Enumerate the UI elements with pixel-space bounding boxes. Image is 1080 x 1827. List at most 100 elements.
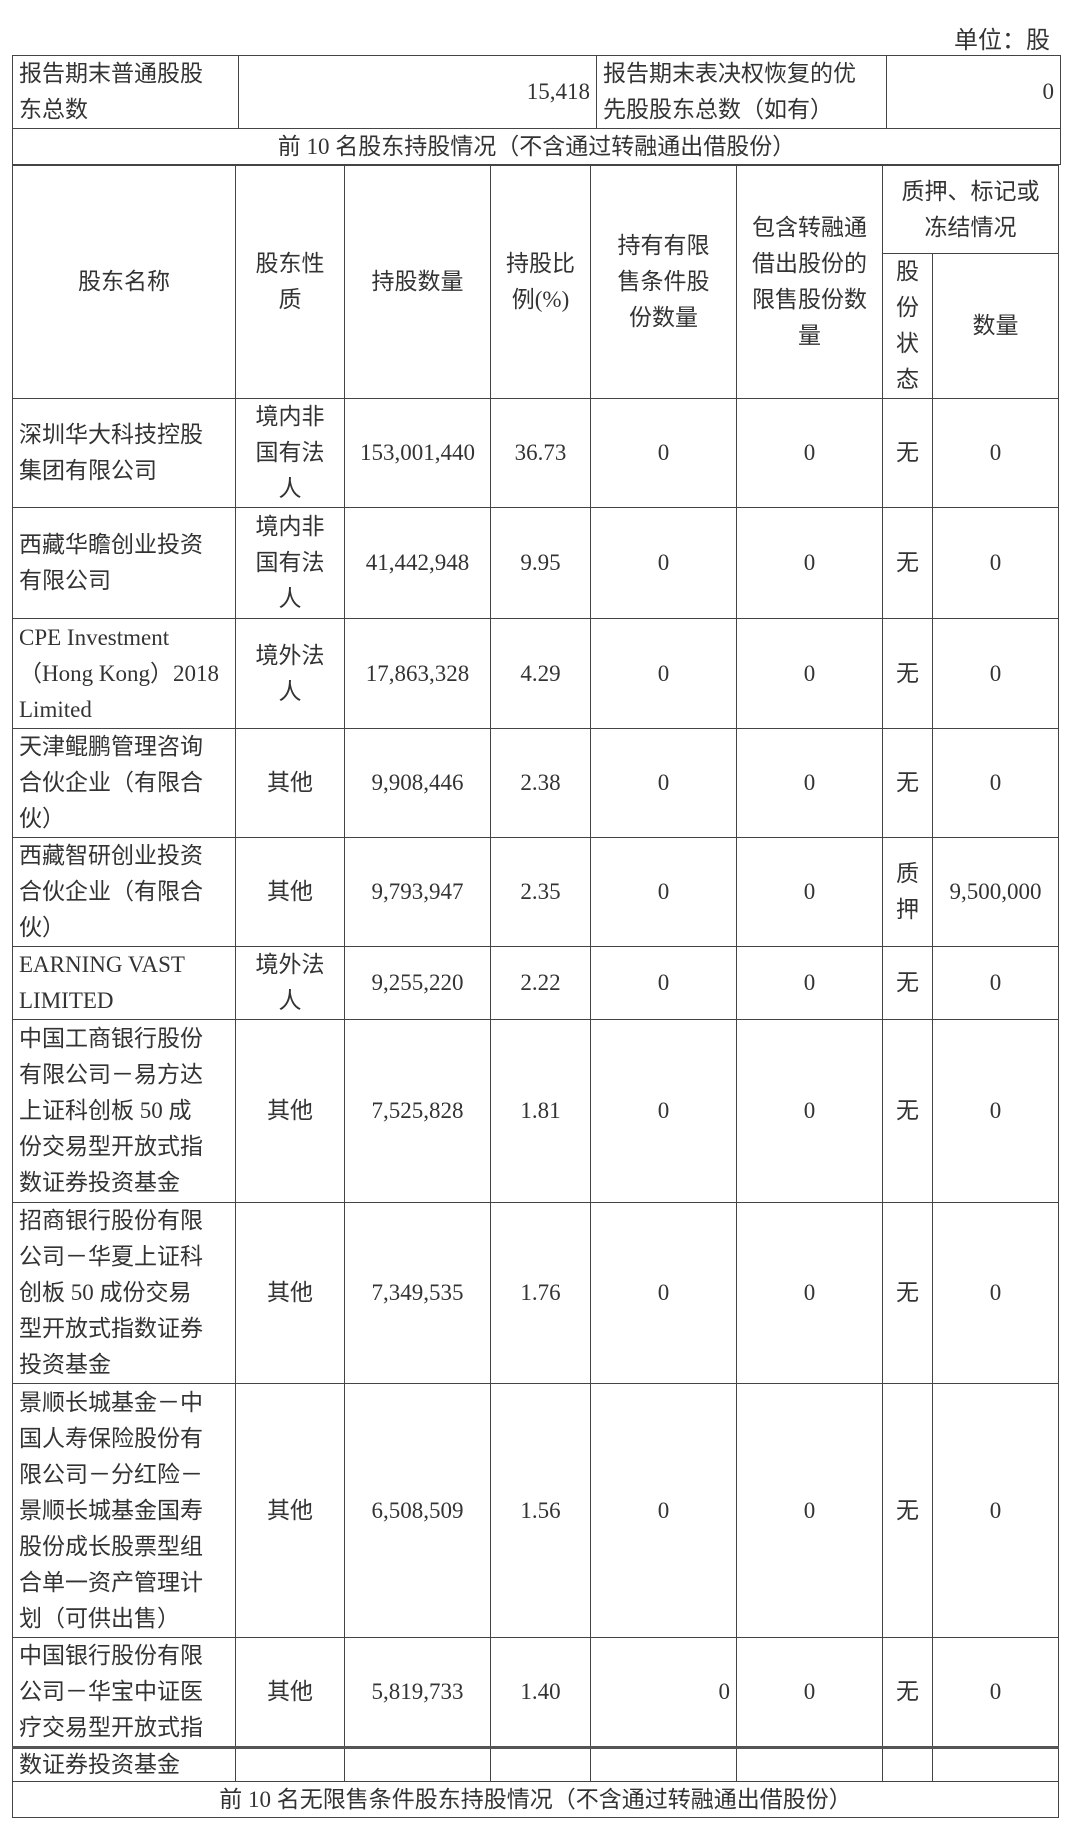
cell-qty: 0 (932, 728, 1059, 838)
cell-status: 无 (882, 1383, 933, 1638)
cell-status: 质 押 (882, 837, 933, 947)
cell-restricted: 0 (590, 1019, 737, 1203)
cell-shares: 6,508,509 (344, 1383, 491, 1638)
cell-status: 无 (882, 618, 933, 729)
cell-restricted: 0 (590, 946, 737, 1020)
cell-shares: 7,525,828 (344, 1019, 491, 1203)
cell-status: 无 (882, 507, 933, 619)
cell-name: 西藏华瞻创业投资 有限公司 (12, 507, 236, 619)
preferred-holders-label: 报告期末表决权恢复的优 先股股东总数（如有） (596, 55, 887, 129)
cell-lent: 0 (736, 946, 883, 1020)
cell-restricted: 0 (590, 1637, 737, 1748)
cell-qty: 0 (932, 618, 1059, 729)
cell-nature: 其他 (235, 1202, 345, 1384)
cell-shares: 9,255,220 (344, 946, 491, 1020)
cell-ratio: 2.22 (490, 946, 591, 1020)
cell-nature: 境外法 人 (235, 946, 345, 1020)
cell-shares: 7,349,535 (344, 1202, 491, 1384)
cell-nature: 境内非 国有法 人 (235, 398, 345, 508)
cell-nature: 境内非 国有法 人 (235, 507, 345, 619)
cell-shares: 5,819,733 (344, 1637, 491, 1748)
cell-nature (235, 1747, 345, 1782)
table-row: 天津鲲鹏管理咨询 合伙企业（有限合 伙） 其他 9,908,446 2.38 0 0 无 0 (12, 728, 1059, 838)
unit-label: 单位：股 (954, 28, 1050, 54)
cell-nature: 其他 (235, 1383, 345, 1638)
cell-lent (736, 1747, 883, 1782)
cell-status: 无 (882, 1637, 933, 1748)
cell-qty: 0 (932, 507, 1059, 619)
cell-status: 无 (882, 946, 933, 1020)
cell-restricted (590, 1747, 737, 1782)
cell-shares (344, 1747, 491, 1782)
preferred-holders-value: 0 (886, 55, 1061, 129)
table-row: EARNING VAST LIMITED 境外法 人 9,255,220 2.22 0 0… (12, 946, 1059, 1020)
cell-ratio (490, 1747, 591, 1782)
table-row: 西藏华瞻创业投资 有限公司 境内非 国有法 人 41,442,948 9.95 0 0 无 0 (12, 507, 1059, 619)
cell-ratio: 4.29 (490, 618, 591, 729)
cell-name: EARNING VAST LIMITED (12, 946, 236, 1020)
cell-lent: 0 (736, 618, 883, 729)
cell-name: 西藏智研创业投资 合伙企业（有限合 伙） (12, 837, 236, 947)
cell-nature: 其他 (235, 837, 345, 947)
cell-name: 深圳华大科技控股 集团有限公司 (12, 398, 236, 508)
cell-restricted: 0 (590, 507, 737, 619)
cell-qty: 0 (932, 1383, 1059, 1638)
cell-shares: 17,863,328 (344, 618, 491, 729)
shareholders-table: 股东名称 股东性 质 持股数量 持股比 例(%) 持有有限 售条件股 份数量 包… (12, 165, 1059, 1818)
cell-shares: 9,908,446 (344, 728, 491, 838)
common-holders-value: 15,418 (238, 55, 597, 129)
header-nature: 股东性 质 (235, 165, 345, 399)
header-name: 股东名称 (12, 165, 236, 399)
cell-name: 数证券投资基金 (12, 1747, 236, 1782)
cell-name: 招商银行股份有限 公司－华夏上证科 创板 50 成份交易 型开放式指数证券 投资… (12, 1202, 236, 1384)
table-row: 中国工商银行股份 有限公司－易方达 上证科创板 50 成 份交易型开放式指 数证… (12, 1019, 1059, 1203)
cell-status: 无 (882, 1202, 933, 1384)
cell-restricted: 0 (590, 1202, 737, 1384)
cell-lent: 0 (736, 1383, 883, 1638)
cell-shares: 41,442,948 (344, 507, 491, 619)
cell-ratio: 9.95 (490, 507, 591, 619)
header-pledge-status: 股 份 状 态 (882, 253, 933, 399)
cell-nature: 境外法 人 (235, 618, 345, 729)
cell-qty: 0 (932, 398, 1059, 508)
cell-qty: 0 (932, 1019, 1059, 1203)
cell-nature: 其他 (235, 1637, 345, 1748)
table-row: CPE Investment （Hong Kong）2018 Limited 境外… (12, 618, 1059, 729)
cell-qty (932, 1747, 1059, 1782)
table-row: 西藏智研创业投资 合伙企业（有限合 伙） 其他 9,793,947 2.35 0 0 质 押… (12, 837, 1059, 947)
section-unrestricted-title: 前 10 名无限售条件股东持股情况（不含通过转融通出借股份） (12, 1781, 1059, 1818)
cell-restricted: 0 (590, 618, 737, 729)
common-holders-label: 报告期末普通股股 东总数 (12, 55, 239, 129)
cell-status: 无 (882, 728, 933, 838)
cell-qty: 0 (932, 946, 1059, 1020)
cell-ratio: 1.81 (490, 1019, 591, 1203)
cell-status: 无 (882, 1019, 933, 1203)
cell-restricted: 0 (590, 1383, 737, 1638)
cell-ratio: 1.56 (490, 1383, 591, 1638)
cell-qty: 0 (932, 1202, 1059, 1384)
table-row: 景顺长城基金－中 国人寿保险股份有 限公司－分红险－ 景顺长城基金国寿 股份成长… (12, 1383, 1059, 1638)
header-pledge-qty: 数量 (932, 253, 1059, 399)
cell-name: 中国银行股份有限 公司－华宝中证医 疗交易型开放式指 (12, 1637, 236, 1748)
cell-lent: 0 (736, 1019, 883, 1203)
cell-ratio: 1.40 (490, 1637, 591, 1748)
header-restricted: 持有有限 售条件股 份数量 (590, 165, 737, 399)
cell-ratio: 36.73 (490, 398, 591, 508)
cell-status (882, 1747, 933, 1782)
table-row: 招商银行股份有限 公司－华夏上证科 创板 50 成份交易 型开放式指数证券 投资… (12, 1202, 1059, 1384)
cell-lent: 0 (736, 837, 883, 947)
cell-restricted: 0 (590, 837, 737, 947)
cell-qty: 0 (932, 1637, 1059, 1748)
table-row: 数证券投资基金 (12, 1747, 1059, 1782)
cell-lent: 0 (736, 507, 883, 619)
cell-restricted: 0 (590, 728, 737, 838)
cell-lent: 0 (736, 1637, 883, 1748)
cell-lent: 0 (736, 1202, 883, 1384)
cell-shares: 153,001,440 (344, 398, 491, 508)
cell-name: 中国工商银行股份 有限公司－易方达 上证科创板 50 成 份交易型开放式指 数证… (12, 1019, 236, 1203)
cell-ratio: 1.76 (490, 1202, 591, 1384)
table-row: 深圳华大科技控股 集团有限公司 境内非 国有法 人 153,001,440 36.73… (12, 398, 1059, 508)
cell-qty: 9,500,000 (932, 837, 1059, 947)
cell-restricted: 0 (590, 398, 737, 508)
cell-ratio: 2.38 (490, 728, 591, 838)
